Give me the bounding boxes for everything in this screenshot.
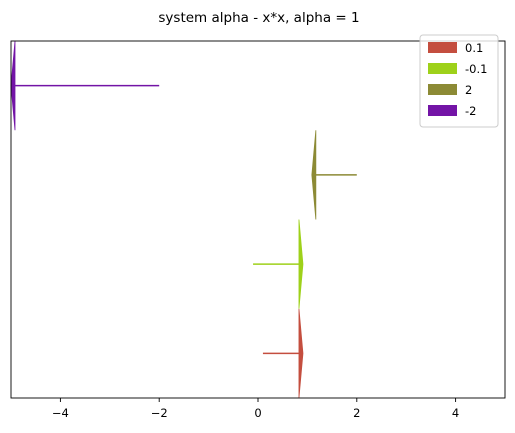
x-tick-label: 0 (254, 406, 261, 420)
legend: 0.1 -0.1 2 -2 (419, 34, 499, 128)
legend-label: -2 (465, 104, 476, 118)
legend-swatch (428, 42, 457, 53)
x-axis-ticks: −4 −2 0 2 4 (52, 398, 459, 420)
x-tick-label: −4 (52, 406, 69, 420)
legend-swatch (428, 84, 457, 95)
arrow-series-0 (262, 308, 304, 399)
arrow-head (298, 219, 304, 309)
x-tick-label: 4 (452, 406, 459, 420)
chart-title: system alpha - x*x, alpha = 1 (158, 10, 359, 26)
arrow-series-3 (10, 40, 160, 131)
arrow-layer (10, 40, 357, 399)
arrow-series-1 (253, 219, 304, 309)
arrow-head (311, 130, 317, 220)
arrow-head (298, 308, 304, 399)
arrow-head (10, 40, 16, 131)
legend-label: 0.1 (465, 41, 483, 55)
arrow-series-2 (311, 130, 357, 220)
legend-label: -0.1 (465, 62, 487, 76)
legend-swatch (428, 105, 457, 116)
legend-label: 2 (465, 83, 472, 97)
x-tick-label: 2 (353, 406, 360, 420)
legend-box (419, 34, 499, 128)
legend-swatch (428, 63, 457, 74)
x-tick-label: −2 (151, 406, 168, 420)
